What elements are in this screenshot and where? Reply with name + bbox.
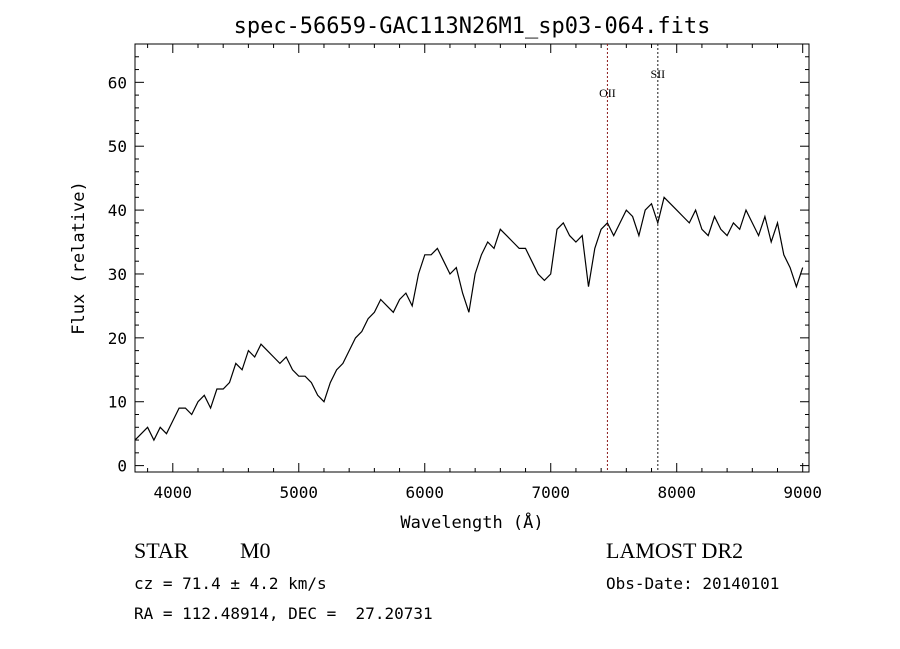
y-axis-label: Flux (relative): [69, 181, 89, 335]
class-label: STAR: [134, 538, 189, 563]
y-axis: 0 10 20 30 40 50 60: [108, 43, 809, 476]
x-tick-label: 4000: [154, 483, 193, 502]
x-axis-label: Wavelength (Å): [400, 511, 543, 533]
y-tick-label: 60: [108, 73, 127, 92]
annotation-label: SII: [650, 67, 665, 81]
x-tick-label: 9000: [783, 483, 822, 502]
emission-line-markers: OII SII: [599, 44, 665, 472]
y-tick-label: 0: [117, 457, 127, 476]
survey-label: LAMOST DR2: [606, 538, 744, 563]
y-tick-label: 30: [108, 265, 127, 284]
y-tick-label: 20: [108, 329, 127, 348]
x-tick-label: 5000: [280, 483, 319, 502]
x-tick-label: 8000: [657, 483, 696, 502]
spectrum-line: [134, 196, 804, 442]
y-tick-label: 10: [108, 393, 127, 412]
plot-frame: [134, 43, 810, 473]
y-tick-label: 50: [108, 137, 127, 156]
x-tick-label: 7000: [531, 483, 570, 502]
subclass-label: M0: [240, 538, 271, 563]
chart-title: spec-56659-GAC113N26M1_sp03-064.fits: [234, 14, 711, 39]
x-tick-label: 6000: [405, 483, 444, 502]
y-tick-label: 40: [108, 201, 127, 220]
annotation-label: OII: [599, 86, 616, 100]
x-axis: 4000 5000 6000 7000 8000 9000: [147, 44, 822, 502]
coordinates-text: RA = 112.48914, DEC = 27.20731: [134, 604, 433, 623]
obs-date-text: Obs-Date: 20140101: [606, 574, 780, 593]
redshift-text: cz = 71.4 ± 4.2 km/s: [134, 574, 327, 593]
